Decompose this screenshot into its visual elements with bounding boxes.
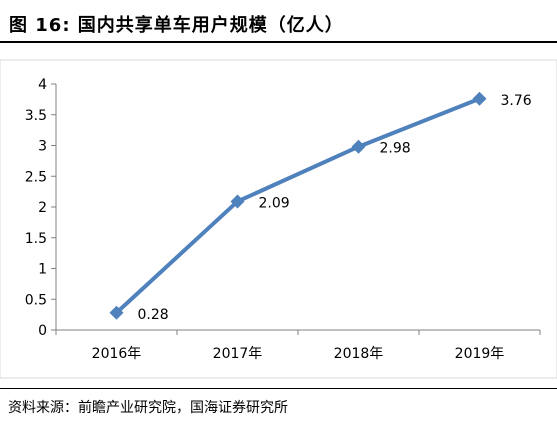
y-tick-label: 3 — [38, 139, 47, 155]
chart-frame — [0, 59, 557, 379]
y-tick-label: 1 — [38, 262, 47, 278]
data-point-marker — [351, 139, 366, 154]
data-point-marker — [230, 194, 245, 209]
source-rule — [0, 388, 557, 389]
figure-title: 图 16: 国内共享单车用户规模（亿人） — [9, 15, 344, 36]
x-tick-label: 2016年 — [92, 346, 142, 362]
y-tick-label: 1.5 — [25, 231, 47, 247]
y-tick-label: 0 — [38, 323, 47, 339]
data-label: 3.76 — [501, 93, 532, 109]
series-line — [115, 96, 481, 315]
x-tick-label: 2017年 — [213, 346, 263, 362]
y-tick-label: 2 — [38, 200, 47, 216]
data-label: 2.98 — [380, 141, 411, 157]
source-note: 资料来源：前瞻产业研究院，国海证券研究所 — [8, 400, 288, 416]
data-point-marker — [109, 305, 124, 320]
y-tick-label: 3.5 — [25, 108, 47, 124]
x-tick-label: 2019年 — [455, 346, 505, 362]
data-label: 2.09 — [259, 195, 290, 211]
y-tick-label: 4 — [38, 77, 47, 93]
title-rule — [0, 41, 557, 43]
data-point-marker — [472, 91, 487, 106]
y-tick-label: 0.5 — [25, 292, 47, 308]
y-tick-label: 2.5 — [25, 169, 47, 185]
data-label: 0.28 — [138, 307, 169, 323]
x-tick-label: 2018年 — [334, 346, 384, 362]
